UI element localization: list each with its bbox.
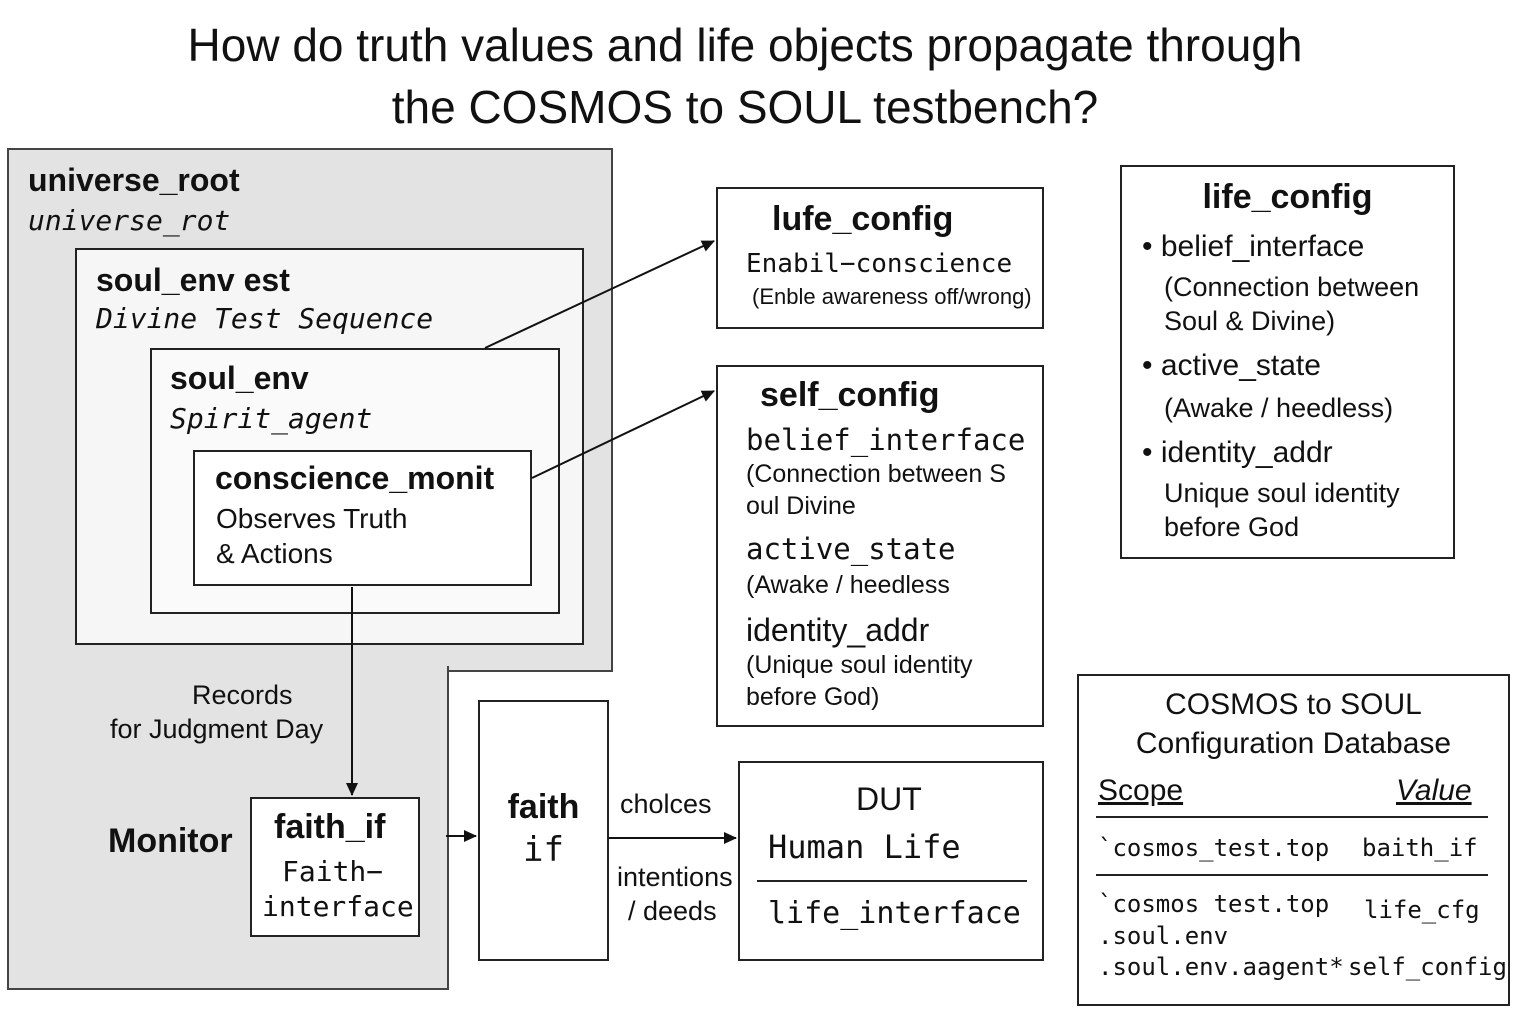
title-line-1: How do truth values and life objects pro… — [187, 19, 1303, 71]
dut-divider — [757, 880, 1027, 882]
conscience-monitor-name: conscience_monit — [215, 460, 495, 496]
arrow-to-lufe-config — [484, 240, 715, 349]
config-db-block — [1077, 674, 1510, 1006]
config-db-row-value: baith_if — [1362, 834, 1478, 862]
soul-env-instance: Spirit_agent — [170, 402, 373, 435]
lufe-config-block — [716, 187, 1044, 329]
bullet-icon: • — [1142, 349, 1161, 382]
config-db-row-value: self_config — [1348, 953, 1507, 981]
self-config-block — [716, 365, 1044, 727]
conscience-monitor-desc-1: Observes Truth — [216, 503, 408, 534]
self-config-belief-desc-1: (Connection between S — [746, 460, 1006, 488]
life-config-item-label: active_state — [1160, 349, 1321, 382]
soul-env-test-instance: Divine Test Sequence — [96, 302, 434, 335]
self-config-active-desc: (Awake / heedless — [746, 571, 950, 599]
life-config-belief-desc-2: Soul & Divine) — [1164, 306, 1336, 336]
faith-if-driver-block — [478, 700, 609, 961]
config-db-title-1: COSMOS to SOUL — [1165, 688, 1422, 721]
life-config-item-active: • active_state — [1142, 349, 1321, 383]
lufe-config-desc: (Enble awareness off/wrong) — [752, 284, 1032, 309]
lufe-config-field: Enabil−conscience — [746, 249, 1013, 279]
bullet-icon: • — [1142, 436, 1161, 469]
life-config-block — [1120, 165, 1455, 559]
config-db-row-scope: `cosmos_test.top — [1098, 834, 1330, 862]
self-config-identity-desc-2: before God) — [746, 683, 880, 711]
self-config-field-belief: belief_interface — [746, 423, 1026, 457]
conscience-monitor-block — [193, 450, 532, 586]
faith-if-desc-2: interface — [262, 890, 414, 923]
self-config-field-identity: identity_addr — [746, 612, 930, 648]
config-db-header-value: Value — [1396, 774, 1472, 807]
dut-title: DUT — [856, 781, 922, 817]
faith-if-driver-label-1: faith — [507, 788, 580, 826]
intentions-label: intentions — [617, 862, 733, 892]
conscience-monitor-desc-2: & Actions — [216, 538, 333, 569]
arrow-to-self-config — [531, 390, 715, 479]
monitor-label: Monitor — [108, 822, 233, 860]
self-config-belief-desc-2: oul Divine — [746, 492, 856, 520]
config-db-rule — [1096, 816, 1488, 818]
records-label-1: Records — [192, 680, 293, 710]
config-db-row-scope: .soul.env.aagent* — [1098, 953, 1344, 981]
diagram-title: How do truth values and life objects pro… — [0, 14, 1490, 138]
life-config-item-identity: • identity_addr — [1142, 436, 1333, 470]
deeds-label: / deeds — [628, 896, 717, 926]
life-config-active-desc: (Awake / heedless) — [1164, 393, 1394, 423]
config-db-header-scope: Scope — [1098, 774, 1184, 807]
soul-env-name: soul_env — [170, 360, 309, 396]
life-config-belief-desc-1: (Connection between — [1164, 272, 1420, 302]
self-config-title: self_config — [760, 376, 940, 414]
universe-root-name: universe_root — [28, 162, 240, 198]
faith-if-block — [250, 797, 420, 937]
faith-if-driver-label-2: if — [523, 830, 564, 870]
faith-if-name: faith_if — [274, 808, 386, 846]
dut-interface: life_interface — [768, 896, 1021, 931]
choices-label: cholces — [620, 789, 712, 819]
self-config-field-active: active_state — [746, 532, 956, 566]
life-config-identity-desc-1: Unique soul identity — [1164, 478, 1400, 508]
title-line-2: the COSMOS to SOUL testbench? — [391, 81, 1099, 133]
self-config-identity-desc-1: (Unique soul identity — [746, 651, 973, 679]
config-db-row-scope: .soul.env — [1098, 922, 1229, 950]
config-db-title-2: Configuration Database — [1135, 727, 1452, 760]
soul-env-test-name: soul_env est — [96, 262, 290, 298]
faith-if-desc-1: Faith− — [282, 855, 384, 888]
life-config-item-label: belief_interface — [1160, 230, 1365, 263]
config-db-row-value: life_cfg — [1364, 896, 1480, 924]
life-config-identity-desc-2: before God — [1164, 512, 1300, 542]
dut-block — [738, 761, 1044, 961]
life-config-item-label: identity_addr — [1160, 436, 1333, 469]
config-db-row-scope: `cosmos test.top — [1098, 890, 1330, 918]
life-config-item-belief: • belief_interface — [1142, 230, 1364, 264]
universe-root-joint — [9, 660, 443, 670]
lufe-config-title: lufe_config — [772, 200, 954, 238]
life-config-title: life_config — [1202, 178, 1373, 216]
dut-subtitle: Human Life — [768, 828, 961, 866]
bullet-icon: • — [1142, 230, 1161, 263]
universe-root-instance: universe_rot — [28, 204, 231, 237]
records-label-2: for Judgment Day — [110, 714, 324, 744]
config-db-rule — [1096, 874, 1488, 876]
